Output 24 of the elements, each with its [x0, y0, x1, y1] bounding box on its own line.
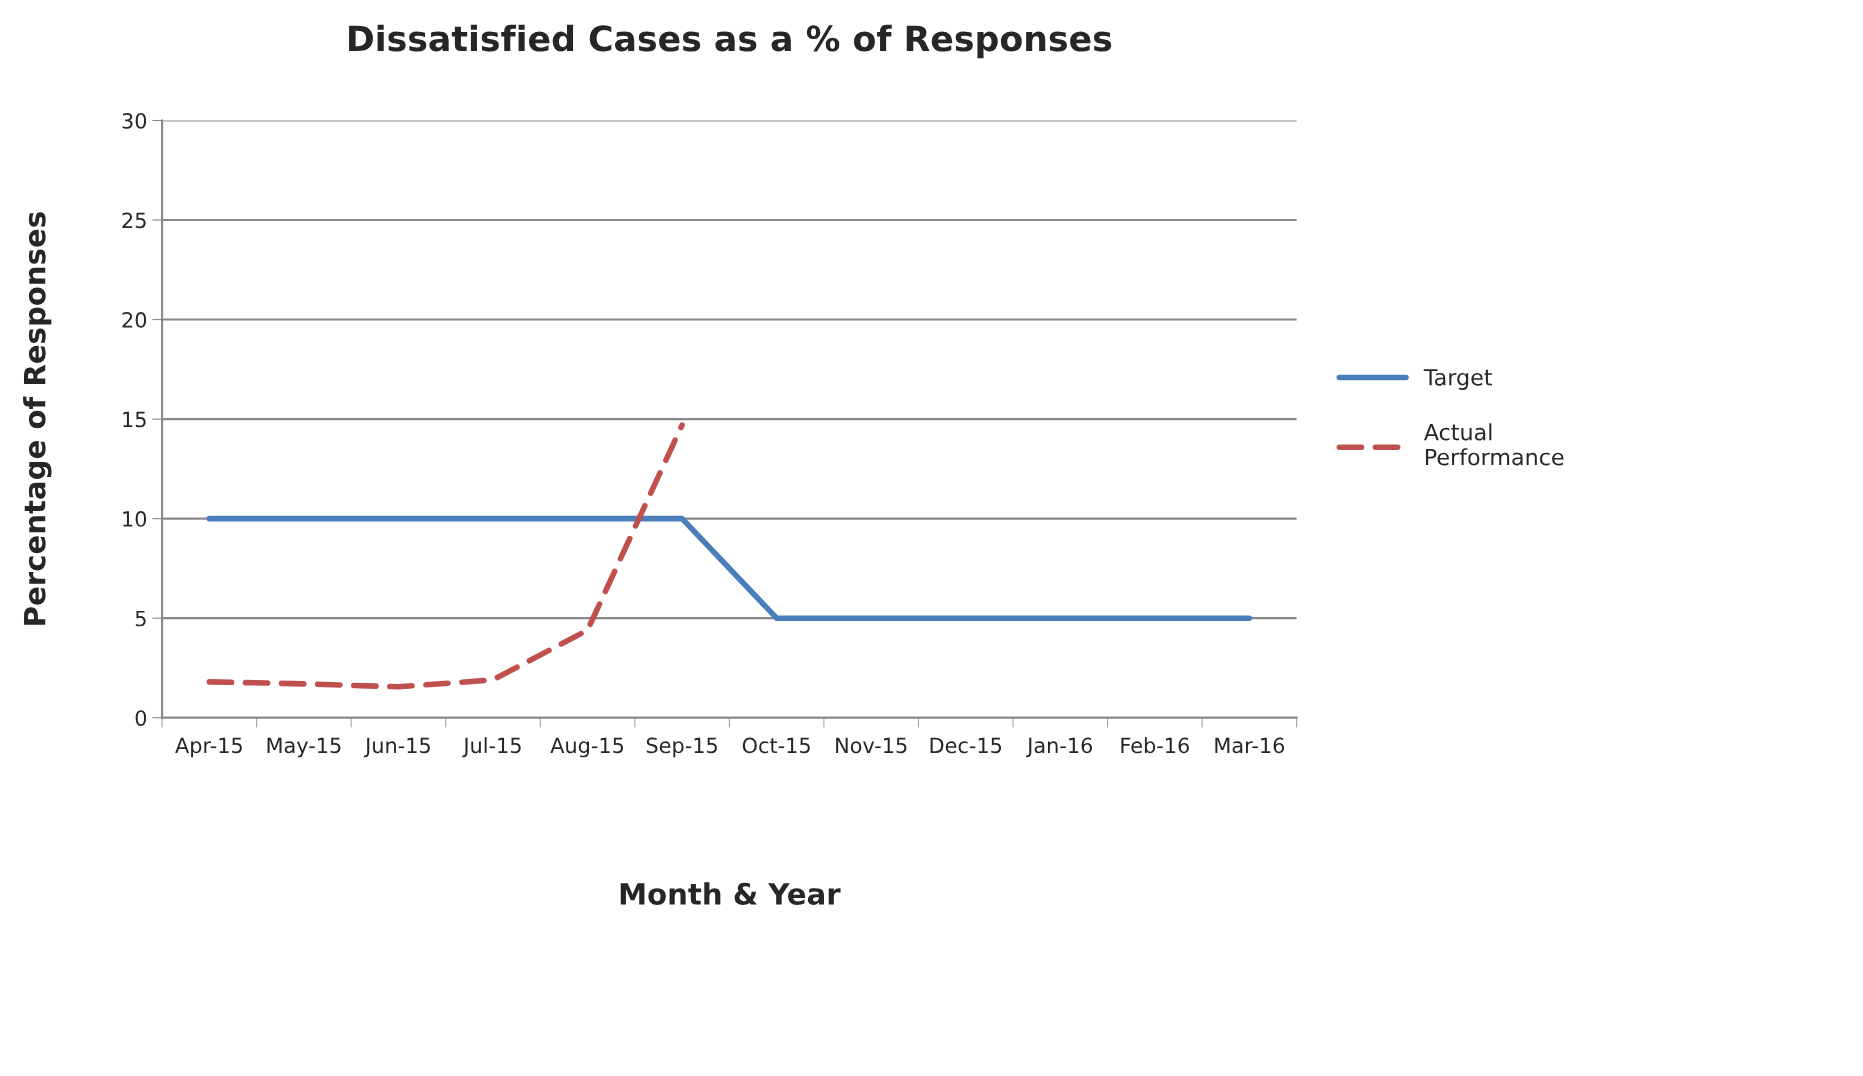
x-tick-label: Jun-15: [364, 737, 430, 758]
x-tick-label: Jul-15: [462, 737, 521, 758]
x-tick-label: Feb-16: [1121, 737, 1189, 754]
x-tick-label: Jan-16: [1026, 737, 1093, 758]
y-tick-label: 25: [122, 212, 146, 229]
x-tick-label: Apr-15: [175, 737, 242, 758]
y-tick-label: 0: [135, 710, 147, 726]
legend-label: Target: [1423, 369, 1493, 390]
legend-label: Actual Performance: [1423, 423, 1564, 466]
x-tick-label: Dec-15: [930, 737, 1002, 754]
x-tick-label: Oct-15: [742, 737, 810, 754]
x-tick-label: Nov-15: [836, 737, 907, 754]
y-tick-label: 15: [123, 411, 146, 428]
y-axis-title: Percentage of Responses: [23, 212, 52, 625]
x-axis-title: Month & Year: [620, 882, 841, 905]
y-tick-label: 10: [123, 511, 147, 527]
x-tick-label: Mar-16: [1215, 737, 1285, 754]
x-tick-label: Sep-15: [646, 737, 717, 758]
chart-title: Dissatisfied Cases as a % of Responses: [349, 24, 1112, 59]
y-tick-label: 5: [135, 610, 146, 627]
x-tick-label: May-15: [267, 737, 341, 758]
x-tick-label: Aug-15: [550, 737, 624, 758]
y-tick-label: 20: [122, 312, 147, 328]
y-tick-label: 30: [122, 112, 147, 129]
